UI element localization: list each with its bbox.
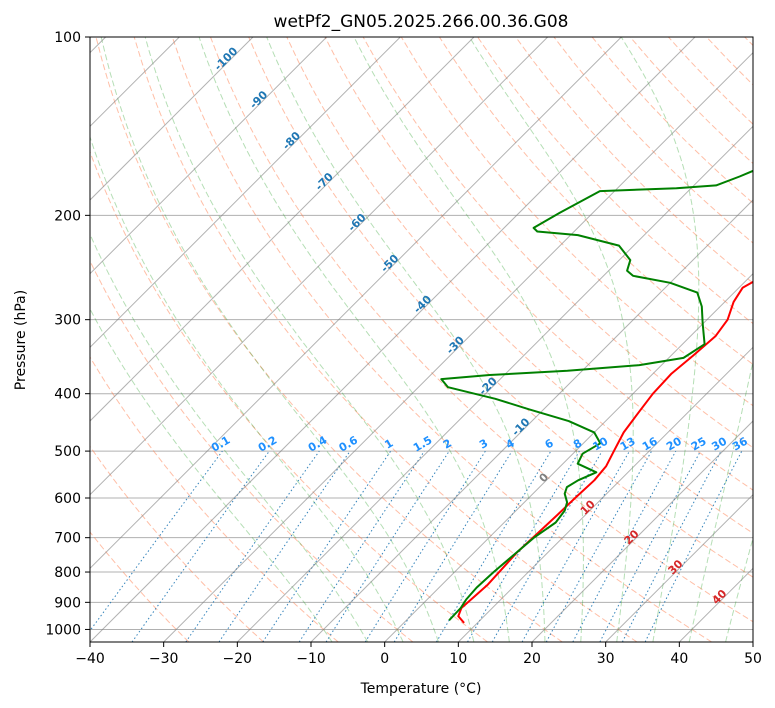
moist-adiabat	[266, 37, 546, 642]
mixing-ratio-line	[545, 450, 653, 642]
y-tick-label: 500	[54, 444, 81, 460]
isotherm	[90, 37, 696, 642]
moist-adiabat	[90, 135, 404, 642]
mixing-ratio-line	[393, 450, 513, 642]
dry-adiabat	[400, 37, 753, 407]
isotherm	[90, 37, 254, 201]
moist-adiabats	[90, 37, 753, 642]
isotherm	[531, 420, 753, 642]
isotherm	[457, 346, 753, 642]
isotherm	[90, 37, 475, 422]
dry-adiabat	[210, 37, 753, 623]
sounding-series	[440, 169, 753, 624]
mixing-ratio-line	[262, 450, 392, 642]
moist-adiabat	[144, 37, 475, 642]
x-axis-title: Temperature (°C)	[360, 681, 482, 697]
isotherm	[90, 37, 549, 496]
isotherm	[310, 199, 753, 642]
x-tick-label: −40	[75, 651, 105, 667]
y-axis-ticks: 100 200 300 400 500 600 700 800 900 1000	[45, 30, 90, 638]
pressure-grid	[90, 37, 753, 630]
moist-adiabat	[688, 358, 753, 642]
dry-adiabat	[90, 150, 488, 642]
isotherm	[90, 37, 622, 570]
isotherm	[163, 51, 753, 642]
isotherm	[90, 37, 401, 349]
isotherm	[605, 493, 753, 642]
isotherm	[384, 272, 753, 642]
moist-adiabat	[198, 37, 510, 642]
x-tick-label: 10	[449, 651, 467, 667]
x-tick-label: −10	[296, 651, 326, 667]
mixing-ratio-line	[521, 450, 630, 642]
chart-title: wetPf2_GN05.2025.266.00.36.G08	[274, 12, 569, 32]
y-axis-title: Pressure (hPa)	[13, 290, 29, 390]
dry-adiabat	[438, 37, 753, 366]
mixing-ratio-line	[644, 450, 743, 642]
dry-adiabat	[515, 37, 753, 284]
isotherms	[90, 37, 753, 642]
x-tick-label: 50	[744, 651, 762, 667]
x-axis-ticks: −40 −30 −20 −10 0 10 20 30 40 50	[75, 642, 762, 667]
dewpoint-profile	[440, 169, 753, 621]
plot-frame	[89, 36, 754, 643]
x-tick-label: −20	[223, 651, 253, 667]
dry-adiabat	[133, 37, 638, 642]
mixing-ratio-line	[325, 450, 450, 642]
mixing-ratio-line	[131, 450, 270, 642]
mixing-ratio-line	[298, 450, 425, 642]
dry-adiabat	[90, 356, 339, 642]
x-tick-label: 40	[670, 651, 688, 667]
moist-adiabat	[90, 232, 369, 642]
x-tick-label: 30	[597, 651, 615, 667]
mixing-ratio-line	[572, 450, 677, 642]
x-tick-label: 20	[523, 651, 541, 667]
y-tick-label: 800	[54, 565, 81, 581]
y-tick-label: 300	[54, 313, 81, 329]
mixing-ratio-lines	[90, 450, 743, 642]
dry-adiabat	[90, 445, 264, 642]
y-tick-label: 700	[54, 531, 81, 547]
mixing-ratio-line	[218, 450, 351, 642]
y-tick-label: 200	[54, 208, 81, 224]
moist-adiabat	[353, 37, 584, 642]
y-tick-label: 1000	[45, 622, 81, 638]
isotherm	[236, 125, 753, 642]
mixing-ratio-line	[90, 450, 223, 632]
moist-adiabat	[620, 37, 700, 642]
y-tick-label: 100	[54, 30, 81, 46]
plot-area: 0.1 0.2 0.4 0.6 1 1.5 2 3 4 6 8 10 13 16 20 25 30 36-100-…	[90, 37, 753, 642]
dry-adiabat	[95, 37, 563, 642]
dry-adiabat	[248, 37, 753, 578]
dry-adiabat	[90, 531, 190, 642]
mixing-ratio-line	[185, 450, 320, 642]
y-tick-label: 600	[54, 491, 81, 507]
moist-adiabat	[100, 37, 439, 642]
y-tick-label: 900	[54, 595, 81, 611]
x-tick-label: −30	[149, 651, 179, 667]
isotherm	[90, 37, 328, 275]
x-tick-label: 0	[380, 651, 389, 667]
y-tick-label: 400	[54, 387, 81, 403]
